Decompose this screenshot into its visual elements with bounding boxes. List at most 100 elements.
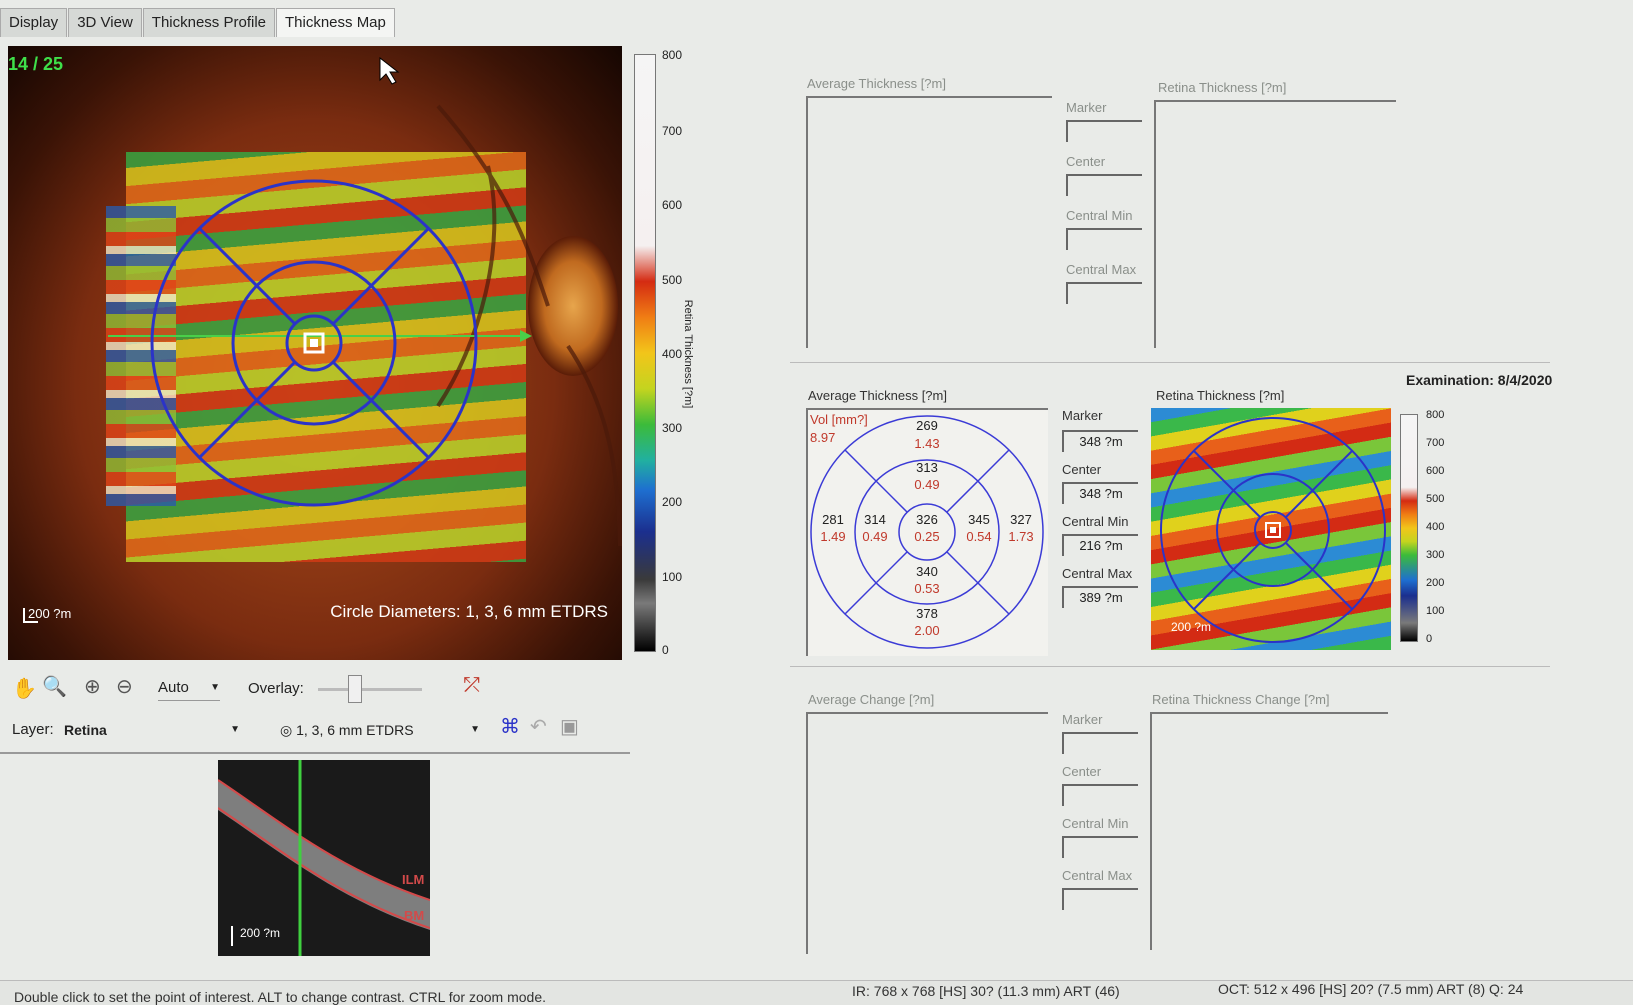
top-central-max-box [1066, 282, 1142, 304]
colorbar-tick: 800 [662, 48, 683, 62]
sector-inner-left-thickness: 314 [864, 512, 886, 527]
center-grid-icon[interactable]: ⌘ [500, 716, 520, 738]
grid-type-select[interactable]: ◎ 1, 3, 6 mm ETDRS ▼ [280, 718, 480, 742]
mini-tick: 800 [1426, 409, 1445, 421]
top-center-box [1066, 174, 1142, 196]
sector-outer-bottom-volume: 2.00 [914, 623, 940, 638]
bscan-drawing [218, 760, 430, 956]
bottom-central-max-box [1062, 888, 1138, 910]
hand-pan-icon[interactable]: ✋ [12, 678, 37, 700]
bottom-center-label: Center [1062, 764, 1102, 779]
layer-select[interactable]: Retina ▼ [64, 718, 240, 742]
mini-tick: 500 [1426, 493, 1445, 505]
grid-type-value: 1, 3, 6 mm ETDRS [296, 722, 414, 738]
mid-center-value: 348 ?m [1062, 482, 1138, 504]
colorbar-label: Retina Thickness [?m] [682, 299, 694, 409]
chevron-down-icon: ▼ [230, 724, 240, 735]
etdrs-grid-overlay [23, 56, 622, 623]
overlay-label: Overlay: [248, 680, 304, 697]
zoom-mode-value: Auto [158, 679, 189, 696]
top-central-min-box [1066, 228, 1142, 250]
bottom-marker-label: Marker [1062, 712, 1103, 727]
top-central-min-label: Central Min [1066, 208, 1133, 223]
sector-inner-bottom-volume: 0.53 [914, 581, 940, 596]
retina-thickness-map-thumb[interactable]: 200 ?m [1151, 408, 1391, 650]
zoom-out-icon[interactable]: ⊖ [116, 676, 133, 698]
zoom-mode-select[interactable]: Auto ▼ [158, 676, 220, 701]
save-icon[interactable]: ▣ [560, 716, 579, 738]
pointer-tool-icon[interactable]: ⤱ [464, 674, 480, 696]
tab-bar: Display 3D View Thickness Profile Thickn… [0, 8, 396, 38]
etdrs-sector-chart[interactable] [806, 408, 1046, 654]
vol-value: 8.97 [810, 430, 836, 445]
top-marker-box [1066, 120, 1142, 142]
frame-counter: 14 / 25 [8, 54, 64, 74]
zoom-in-icon[interactable]: ⊕ [84, 676, 101, 698]
top-center-label: Center [1066, 154, 1106, 169]
bscan-image[interactable]: 200 ?m ILM BM [218, 760, 430, 956]
mini-tick: 300 [1426, 549, 1445, 561]
thumb-grid-overlay [1160, 417, 1386, 643]
bottom-central-min-label: Central Min [1062, 816, 1129, 831]
sector-center-thickness: 326 [916, 512, 938, 527]
mid-central-max-label: Central Max [1062, 566, 1133, 581]
colorbar-tick: 0 [662, 643, 669, 657]
mid-center-label: Center [1062, 462, 1102, 477]
tab-3d-view[interactable]: 3D View [68, 8, 142, 37]
mid-central-max-value: 389 ?m [1062, 586, 1138, 608]
sector-outer-right-thickness: 327 [1010, 512, 1032, 527]
bm-label: BM [404, 908, 425, 923]
sector-inner-top-volume: 0.49 [914, 477, 940, 492]
bottom-avg-title: Average Change [?m] [808, 692, 935, 707]
sector-outer-right-volume: 1.73 [1008, 529, 1034, 544]
colorbar-tick: 700 [662, 124, 683, 138]
search-icon[interactable]: 🔍 [42, 676, 67, 698]
thickness-colorbar [634, 54, 656, 652]
bottom-retina-title: Retina Thickness Change [?m] [1152, 692, 1330, 707]
sector-center-volume: 0.25 [914, 529, 940, 544]
mini-tick: 0 [1426, 633, 1433, 645]
divider [790, 362, 1550, 363]
top-retina-title: Retina Thickness [?m] [1158, 80, 1287, 95]
tab-thickness-profile[interactable]: Thickness Profile [142, 8, 275, 37]
bottom-central-min-box [1062, 836, 1138, 858]
sector-outer-bottom-thickness: 378 [916, 606, 938, 621]
scale-bar-label: 200 ?m [28, 606, 72, 621]
sector-outer-left-thickness: 281 [822, 512, 844, 527]
colorbar-tick: 100 [662, 570, 683, 584]
undo-icon[interactable]: ↶ [530, 716, 547, 738]
colorbar-tick: 400 [662, 347, 683, 361]
status-bar: Double click to set the point of interes… [0, 980, 1633, 1005]
thickness-overlay [126, 152, 526, 562]
sector-inner-right-thickness: 345 [968, 512, 990, 527]
mid-avg-title: Average Thickness [?m] [808, 388, 947, 403]
overlay-slider-track[interactable] [318, 688, 422, 691]
top-central-max-label: Central Max [1066, 262, 1137, 277]
vol-label: Vol [mm?] [810, 412, 868, 427]
ilm-label: ILM [402, 872, 425, 887]
mid-marker-value: 348 ?m [1062, 430, 1138, 452]
fundus-thickness-view[interactable]: 14 / 25 200 ?m Circle Diameters: 1, 3, 6… [8, 46, 622, 660]
sector-inner-top-thickness: 313 [916, 460, 938, 475]
mini-tick: 100 [1426, 605, 1445, 617]
sector-inner-right-volume: 0.54 [966, 529, 992, 544]
colorbar-tick: 300 [662, 421, 683, 435]
sector-inner-bottom-thickness: 340 [916, 564, 938, 579]
top-retina-frame [1154, 100, 1396, 348]
mini-tick: 200 [1426, 577, 1445, 589]
mini-tick: 700 [1426, 437, 1445, 449]
layer-label: Layer: [12, 721, 54, 738]
colorbar-tick: 500 [662, 273, 683, 287]
mid-central-min-value: 216 ?m [1062, 534, 1138, 556]
examination-date: Examination: 8/4/2020 [1406, 372, 1553, 388]
mid-marker-label: Marker [1062, 408, 1103, 423]
colorbar-tick: 200 [662, 495, 683, 509]
sector-inner-left-volume: 0.49 [862, 529, 888, 544]
divider [0, 752, 630, 754]
tab-thickness-map[interactable]: Thickness Map [276, 8, 395, 37]
tab-display[interactable]: Display [0, 8, 68, 37]
chevron-down-icon: ▼ [470, 724, 480, 735]
overlay-slider-thumb[interactable] [348, 675, 363, 703]
bscan-scale-label: 200 ?m [240, 926, 281, 940]
sector-outer-top-volume: 1.43 [914, 436, 940, 451]
